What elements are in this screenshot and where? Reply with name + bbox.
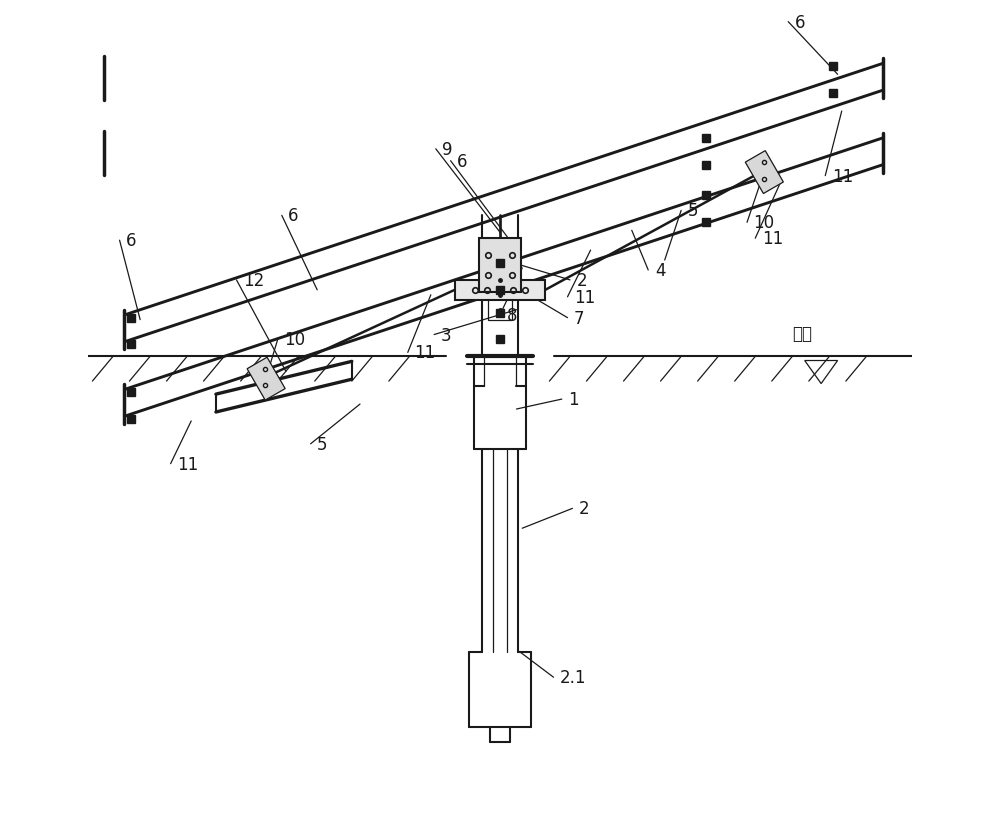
Text: 5: 5 — [688, 202, 698, 220]
Text: 11: 11 — [574, 288, 595, 306]
Text: 3: 3 — [441, 326, 451, 344]
Text: 2: 2 — [577, 272, 587, 290]
Text: 11: 11 — [832, 167, 853, 185]
Text: 4: 4 — [655, 262, 665, 280]
Text: 10: 10 — [754, 214, 775, 232]
Text: 地面: 地面 — [792, 325, 812, 343]
Bar — [488, 246, 512, 320]
Text: 5: 5 — [317, 436, 328, 453]
Text: 1: 1 — [568, 391, 579, 408]
Text: 6: 6 — [126, 232, 137, 250]
Text: 9: 9 — [442, 141, 453, 159]
Bar — [745, 152, 783, 195]
Bar — [479, 238, 521, 293]
Text: 12: 12 — [243, 272, 264, 290]
Text: 11: 11 — [414, 344, 436, 362]
Bar — [247, 358, 285, 401]
Bar — [455, 281, 545, 301]
Text: 6: 6 — [288, 207, 299, 225]
Text: 2: 2 — [579, 500, 590, 518]
Text: 6: 6 — [795, 13, 805, 31]
Text: 6: 6 — [457, 152, 468, 171]
Text: 8: 8 — [507, 306, 517, 325]
Text: 7: 7 — [574, 310, 585, 327]
Text: 10: 10 — [284, 331, 305, 349]
Text: 11: 11 — [177, 455, 198, 473]
Text: 2.1: 2.1 — [560, 668, 587, 686]
Text: 11: 11 — [762, 230, 783, 248]
